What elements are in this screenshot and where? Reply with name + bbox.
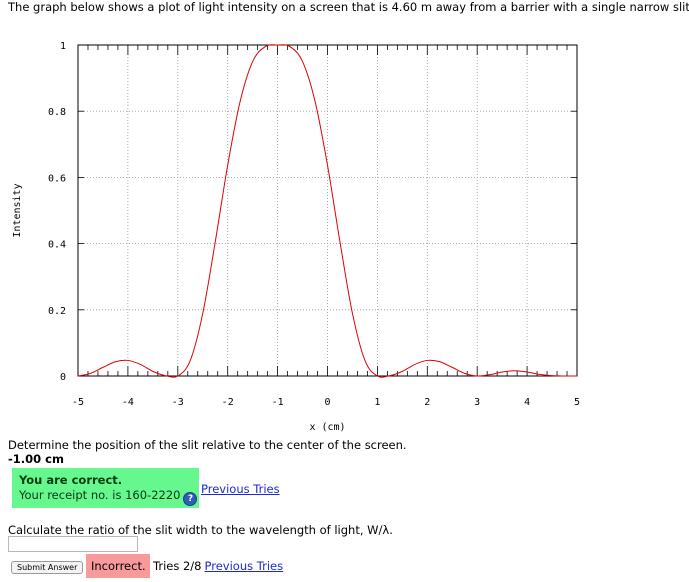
y-tick-label: 0.4 xyxy=(48,240,66,251)
receipt-text: Your receipt no. is 160-2220 xyxy=(19,488,181,502)
x-tick-label: -4 xyxy=(122,397,134,408)
correct-status-box: You are correct. Your receipt no. is 160… xyxy=(12,468,199,508)
incorrect-status-box: Incorrect. xyxy=(86,554,150,578)
question1-text: Determine the position of the slit relat… xyxy=(8,438,407,452)
chart-tick-labels: -5 -4 -3 -2 -1 0 1 2 3 4 5 0 0.2 0.4 0.6 0.8 1 xyxy=(48,41,580,408)
previous-tries-link-q2[interactable]: Previous Tries xyxy=(204,559,284,573)
y-tick-label: 0 xyxy=(60,372,66,383)
x-tick-label: 1 xyxy=(374,397,380,408)
x-tick-label: 5 xyxy=(574,397,580,408)
x-tick-label: -2 xyxy=(222,397,234,408)
x-tick-label: 4 xyxy=(524,397,530,408)
intensity-curve xyxy=(77,44,578,378)
y-axis-label: Intensity xyxy=(12,183,23,237)
x-tick-label: 0 xyxy=(324,397,330,408)
incorrect-status-text: Incorrect. xyxy=(91,559,146,573)
intensity-chart: -5 -4 -3 -2 -1 0 1 2 3 4 5 0 0.2 0.4 0.6 0.8 1 x (cm) In… xyxy=(12,41,580,433)
y-tick-label: 0.2 xyxy=(48,306,66,317)
x-tick-label: -3 xyxy=(172,397,184,408)
question1-answer: -1.00 cm xyxy=(8,452,64,466)
answer-input[interactable] xyxy=(8,536,138,552)
help-icon[interactable]: ? xyxy=(183,492,198,506)
x-tick-label: 3 xyxy=(474,397,480,408)
y-tick-label: 0.8 xyxy=(48,107,66,118)
x-tick-label: -5 xyxy=(72,397,84,408)
chart-ticks xyxy=(77,44,578,377)
y-tick-label: 1 xyxy=(60,41,66,52)
x-tick-label: -1 xyxy=(272,397,284,408)
x-axis-label: x (cm) xyxy=(309,422,345,433)
receipt-line: Your receipt no. is 160-2220? xyxy=(19,488,198,506)
question2-text: Calculate the ratio of the slit width to… xyxy=(8,523,393,537)
submit-answer-button[interactable]: Submit Answer xyxy=(11,561,84,574)
tries-info: Tries 2/8 Previous Tries xyxy=(153,559,283,573)
previous-tries-link-q1[interactable]: Previous Tries xyxy=(201,482,280,496)
chart-grid xyxy=(78,45,577,376)
x-tick-label: 2 xyxy=(424,397,430,408)
correct-status-title: You are correct. xyxy=(19,473,123,487)
problem-intro-text: The graph below shows a plot of light in… xyxy=(8,0,689,14)
y-tick-label: 0.6 xyxy=(48,173,66,184)
tries-count: Tries 2/8 xyxy=(153,559,202,573)
